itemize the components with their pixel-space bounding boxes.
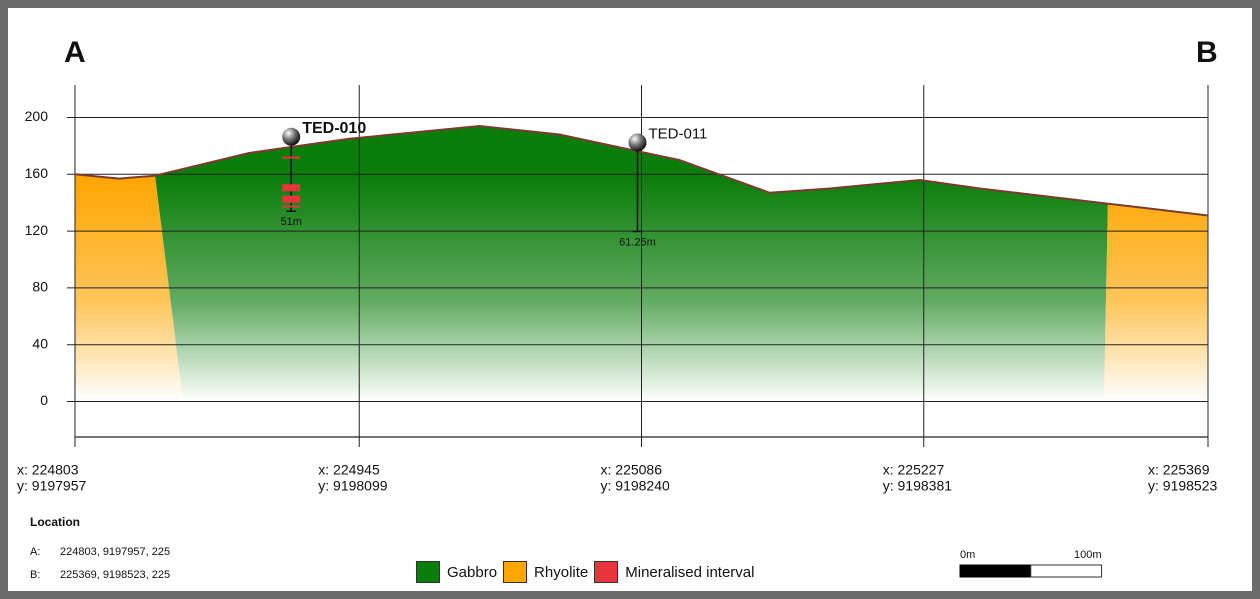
location-key: B: (30, 569, 40, 581)
y-tick-label: 40 (32, 335, 48, 351)
legend-swatch (503, 561, 527, 583)
x-tick-label: x: 224803 (17, 462, 79, 478)
location-title: Location (30, 515, 80, 529)
y-tick-label: 200 (25, 108, 49, 124)
legend-label: Rhyolite (534, 564, 588, 581)
legend-item: Gabbro (416, 561, 497, 583)
location-key: A: (30, 546, 40, 558)
northing-label: y: 9198523 (1148, 478, 1217, 494)
rhyolite-body (1104, 204, 1208, 402)
legend-label: Gabbro (447, 564, 497, 581)
section-start-label: A (64, 36, 86, 69)
northing-label: y: 9198240 (601, 478, 670, 494)
legend-item: Mineralised interval (594, 561, 754, 583)
drillhole-collar (628, 133, 646, 151)
scalebar-black (960, 565, 1031, 577)
legend-item: Rhyolite (503, 561, 588, 583)
x-tick-label: x: 225369 (1148, 462, 1210, 478)
y-tick-label: 0 (40, 392, 48, 408)
scalebar-white (1031, 565, 1102, 577)
drillhole-name: TED-010 (302, 120, 366, 137)
mineralised-interval (282, 206, 300, 208)
y-tick-label: 120 (25, 222, 49, 238)
y-tick-label: 160 (25, 165, 49, 181)
mineralised-interval (282, 184, 300, 191)
x-tick-label: x: 224945 (318, 462, 380, 478)
northing-label: y: 9197957 (17, 478, 86, 494)
y-tick-label: 80 (32, 279, 48, 295)
drillhole-collar (282, 128, 300, 146)
legend-swatch (416, 561, 440, 583)
scalebar-label: 0m (960, 549, 975, 561)
mineralised-interval (282, 157, 300, 159)
mineralised-interval (282, 196, 300, 203)
x-tick-label: x: 225227 (883, 462, 945, 478)
northing-label: y: 9198099 (318, 478, 387, 494)
scalebar-label: 100m (1074, 549, 1102, 561)
frame: A B 0 40 80 120 160 200 x: 224803y: 9197957 x: 22… (0, 0, 1260, 599)
location-value: 224803, 9197957, 225 (60, 546, 170, 558)
legend-label: Mineralised interval (625, 564, 754, 581)
x-tick-label: x: 225086 (601, 462, 663, 478)
depth-label: 51m (280, 216, 301, 228)
drillhole-name: TED-011 (648, 125, 707, 142)
gabbro-body (155, 126, 1108, 401)
depth-label: 61.25m (619, 236, 656, 248)
legend-swatch (594, 561, 618, 583)
northing-label: y: 9198381 (883, 478, 952, 494)
legend: Gabbro Rhyolite Mineralised interval (416, 561, 760, 583)
section-end-label: B (1196, 36, 1218, 69)
location-value: 225369, 9198523, 225 (60, 569, 170, 581)
